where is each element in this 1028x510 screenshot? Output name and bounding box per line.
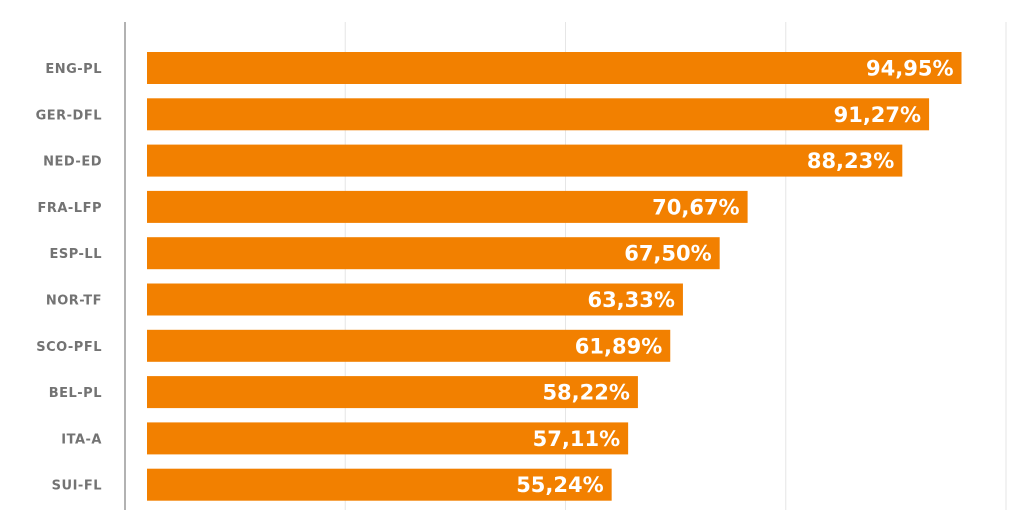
category-label: ENG-PL [45, 62, 102, 77]
bar [147, 283, 683, 316]
data-label: 91,27% [834, 103, 921, 127]
bar [147, 98, 930, 131]
bar [147, 422, 629, 455]
bar-group: SCO-PFL 61,89% [36, 329, 671, 362]
category-label: NOR-TF [46, 294, 102, 309]
bar-group: ESP-LL 67,50% [49, 237, 720, 270]
data-label: 63,33% [587, 288, 674, 312]
bar-group: NED-ED 88,23% [43, 144, 903, 177]
bar-group: GER-DFL 91,27% [36, 98, 930, 131]
category-label: NED-ED [43, 155, 102, 170]
bar [147, 190, 748, 223]
bar [147, 468, 612, 501]
category-label: ITA-A [61, 432, 102, 447]
data-label: 55,24% [516, 473, 603, 497]
data-label: 67,50% [624, 242, 711, 266]
data-label: 70,67% [652, 195, 739, 219]
category-label: SUI-FL [52, 479, 102, 494]
bar [147, 237, 720, 270]
category-label: GER-DFL [36, 108, 102, 123]
category-label: ESP-LL [49, 247, 102, 262]
bar [147, 52, 962, 84]
bar-group: BEL-PL 58,22% [49, 376, 638, 409]
bar [147, 376, 638, 409]
data-label: 88,23% [807, 149, 894, 173]
bars: ENG-PL 94,95% GER-DFL 91,27% NED-ED 88,23% FRA… [36, 52, 962, 501]
bar [147, 329, 671, 362]
data-label: 58,22% [542, 381, 629, 405]
data-label: 57,11% [533, 427, 620, 451]
bar [147, 144, 903, 177]
category-label: FRA-LFP [37, 201, 102, 216]
bar-group: NOR-TF 63,33% [46, 283, 683, 316]
category-label: BEL-PL [49, 386, 102, 401]
bar-group: FRA-LFP 70,67% [37, 190, 748, 223]
category-label: SCO-PFL [36, 340, 102, 355]
bar-group: ENG-PL 94,95% [45, 52, 962, 84]
bar-group: ITA-A 57,11% [61, 422, 629, 455]
bar-group: SUI-FL 55,24% [52, 468, 612, 501]
data-label: 94,95% [866, 57, 953, 81]
data-label: 61,89% [575, 334, 662, 358]
